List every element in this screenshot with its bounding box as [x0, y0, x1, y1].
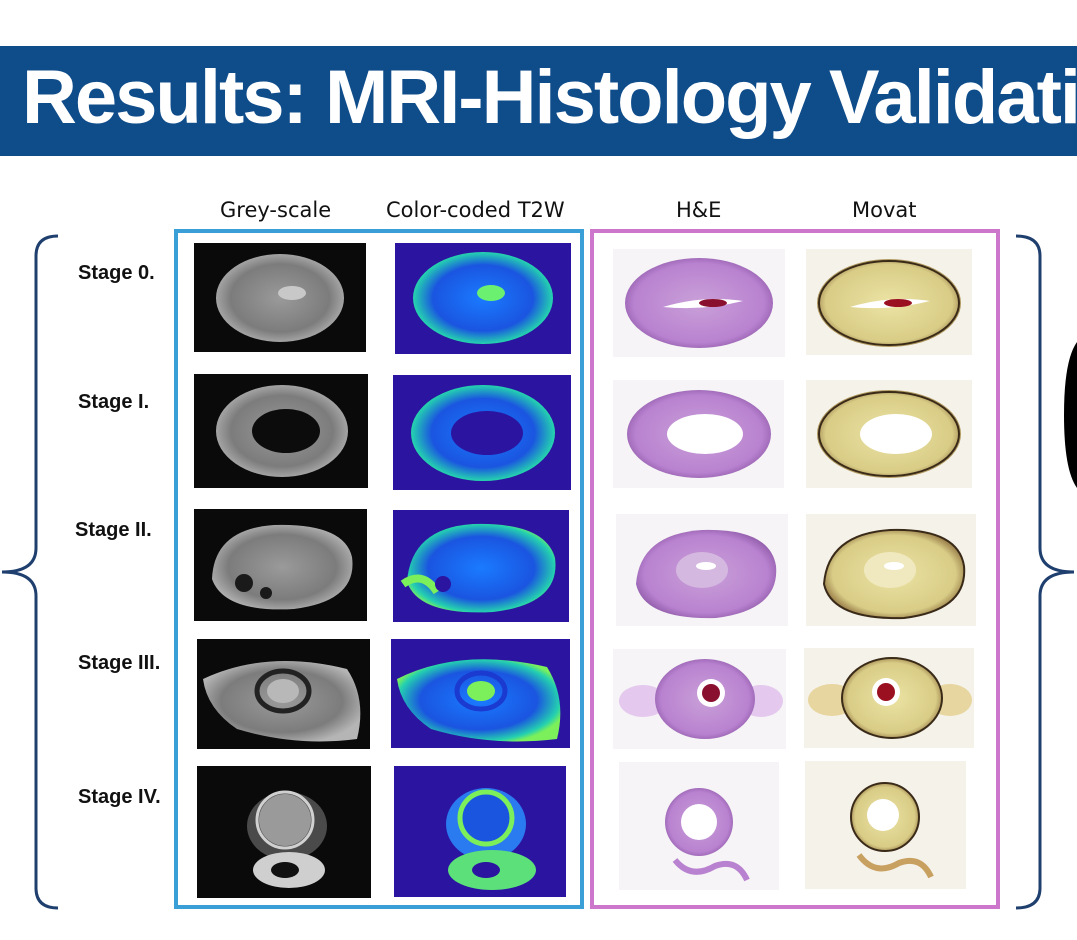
column-header-grey-scale: Grey-scale — [220, 198, 332, 222]
mri-t2w-stage-1 — [393, 375, 571, 490]
histology-he-stage-1 — [613, 380, 784, 488]
slide-title: Results: MRI-Histology Validation — [22, 55, 1077, 140]
mri-grey-stage-3 — [197, 639, 370, 749]
histology-he-stage-2 — [616, 514, 788, 626]
histology-movat-stage-3 — [804, 648, 974, 748]
mri-grey-stage-4 — [197, 766, 371, 898]
histology-he-stage-0 — [613, 249, 785, 357]
histology-he-stage-3 — [613, 649, 786, 749]
stage-label-1: Stage I. — [78, 391, 150, 413]
stage-label-2: Stage II. — [75, 519, 152, 541]
mri-grey-stage-2 — [194, 509, 367, 621]
column-header-he: H&E — [676, 198, 722, 222]
stage-label-3: Stage III. — [78, 652, 161, 674]
right-curly-brace — [1015, 234, 1075, 910]
mri-t2w-stage-0 — [395, 243, 571, 354]
histology-movat-stage-1 — [806, 380, 972, 488]
mri-t2w-stage-4 — [394, 766, 566, 897]
mri-panel-box — [174, 229, 584, 909]
title-banner: Results: MRI-Histology Validation — [0, 46, 1077, 156]
stage-label-4: Stage IV. — [78, 786, 161, 808]
mri-t2w-stage-3 — [391, 639, 570, 748]
histology-movat-stage-0 — [806, 249, 972, 355]
histology-panel-box — [590, 229, 1000, 909]
column-header-color-coded-t2w: Color-coded T2W — [386, 198, 565, 222]
mri-t2w-stage-2 — [393, 510, 569, 622]
histology-movat-stage-2 — [806, 514, 976, 626]
mri-grey-stage-1 — [194, 374, 368, 488]
histology-movat-stage-4 — [805, 761, 966, 889]
cropped-shape — [1064, 342, 1077, 488]
column-header-movat: Movat — [852, 198, 917, 222]
stage-label-0: Stage 0. — [78, 262, 155, 284]
histology-he-stage-4 — [619, 762, 779, 890]
mri-grey-stage-0 — [194, 243, 366, 352]
left-curly-brace — [1, 234, 59, 910]
